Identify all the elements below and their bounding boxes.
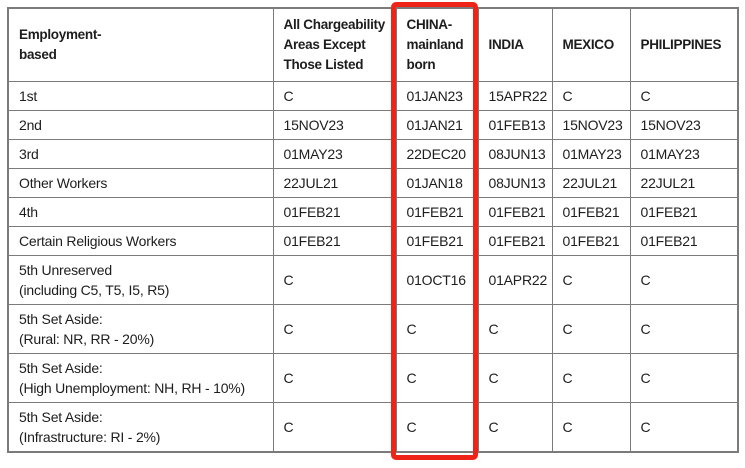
date-cell: 15APR22 bbox=[477, 81, 553, 111]
final-action-dates-table: Employment- based All Chargeability Area… bbox=[7, 7, 739, 453]
table-row: Certain Religious Workers 01FEB21 01FEB2… bbox=[7, 226, 739, 256]
date-cell: C bbox=[551, 304, 631, 354]
table-row: 5th Set Aside: (Rural: NR, RR - 20%) C C… bbox=[7, 304, 739, 354]
table-row: 4th 01FEB21 01FEB21 01FEB21 01FEB21 01FE… bbox=[7, 197, 739, 227]
date-cell: 01MAY23 bbox=[551, 139, 631, 169]
table-row: Other Workers 22JUL21 01JAN18 08JUN13 22… bbox=[7, 168, 739, 198]
col-header-all-chargeability: All Chargeability Areas Except Those Lis… bbox=[272, 7, 397, 82]
date-cell: 08JUN13 bbox=[477, 168, 553, 198]
table-row: 5th Set Aside: (High Unemployment: NH, R… bbox=[7, 353, 739, 403]
date-cell: 15NOV23 bbox=[551, 110, 631, 140]
date-cell: 01FEB21 bbox=[395, 197, 479, 227]
row-category-cell: 3rd bbox=[7, 139, 274, 169]
date-cell: 01JAN21 bbox=[395, 110, 479, 140]
date-cell: C bbox=[629, 353, 739, 403]
date-cell: C bbox=[272, 402, 397, 453]
date-cell: C bbox=[395, 304, 479, 354]
date-cell: 15NOV23 bbox=[629, 110, 739, 140]
date-cell: 01FEB21 bbox=[629, 197, 739, 227]
date-cell: 01FEB13 bbox=[477, 110, 553, 140]
date-cell: 01MAY23 bbox=[272, 139, 397, 169]
date-cell: C bbox=[629, 304, 739, 354]
table-row: 1st C 01JAN23 15APR22 C C bbox=[7, 81, 739, 111]
date-cell: 15NOV23 bbox=[272, 110, 397, 140]
date-cell: C bbox=[272, 81, 397, 111]
date-cell: C bbox=[551, 81, 631, 111]
date-cell: 01OCT16 bbox=[395, 255, 479, 305]
date-cell: C bbox=[395, 402, 479, 453]
date-cell: C bbox=[629, 255, 739, 305]
col-header-philippines: PHILIPPINES bbox=[629, 7, 739, 82]
col-header-mexico: MEXICO bbox=[551, 7, 631, 82]
table-row: 3rd 01MAY23 22DEC20 08JUN13 01MAY23 01MA… bbox=[7, 139, 739, 169]
row-category-cell: Other Workers bbox=[7, 168, 274, 198]
date-cell: 01FEB21 bbox=[395, 226, 479, 256]
date-cell: 22DEC20 bbox=[395, 139, 479, 169]
date-cell: 01FEB21 bbox=[272, 197, 397, 227]
row-category-cell: 1st bbox=[7, 81, 274, 111]
date-cell: C bbox=[551, 402, 631, 453]
date-cell: 01JAN18 bbox=[395, 168, 479, 198]
date-cell: 01FEB21 bbox=[551, 197, 631, 227]
date-cell: 08JUN13 bbox=[477, 139, 553, 169]
table-row: 5th Set Aside: (Infrastructure: RI - 2%)… bbox=[7, 402, 739, 453]
col-header-india: INDIA bbox=[477, 7, 553, 82]
col-header-employment-based: Employment- based bbox=[7, 7, 274, 82]
date-cell: 01FEB21 bbox=[272, 226, 397, 256]
table-row: 2nd 15NOV23 01JAN21 01FEB13 15NOV23 15NO… bbox=[7, 110, 739, 140]
row-category-cell: 4th bbox=[7, 197, 274, 227]
date-cell: C bbox=[395, 353, 479, 403]
date-cell: 01FEB21 bbox=[551, 226, 631, 256]
row-category-cell: 5th Set Aside: (High Unemployment: NH, R… bbox=[7, 353, 274, 403]
date-cell: 22JUL21 bbox=[551, 168, 631, 198]
date-cell: C bbox=[551, 353, 631, 403]
date-cell: C bbox=[477, 304, 553, 354]
date-cell: 01APR22 bbox=[477, 255, 553, 305]
date-cell: C bbox=[272, 255, 397, 305]
date-cell: C bbox=[272, 353, 397, 403]
date-cell: C bbox=[272, 304, 397, 354]
table-row: 5th Unreserved (including C5, T5, I5, R5… bbox=[7, 255, 739, 305]
date-cell: 22JUL21 bbox=[629, 168, 739, 198]
row-category-cell: 5th Unreserved (including C5, T5, I5, R5… bbox=[7, 255, 274, 305]
date-cell: 01MAY23 bbox=[629, 139, 739, 169]
row-category-cell: 5th Set Aside: (Rural: NR, RR - 20%) bbox=[7, 304, 274, 354]
table-body: 1st C 01JAN23 15APR22 C C 2nd 15NOV23 01… bbox=[7, 81, 739, 453]
date-cell: C bbox=[551, 255, 631, 305]
col-header-china-mainland-born: CHINA- mainland born bbox=[395, 7, 479, 82]
date-cell: C bbox=[477, 402, 553, 453]
row-category-cell: 5th Set Aside: (Infrastructure: RI - 2%) bbox=[7, 402, 274, 453]
row-category-cell: Certain Religious Workers bbox=[7, 226, 274, 256]
row-category-cell: 2nd bbox=[7, 110, 274, 140]
date-cell: C bbox=[477, 353, 553, 403]
date-cell: 01FEB21 bbox=[477, 197, 553, 227]
date-cell: 01FEB21 bbox=[477, 226, 553, 256]
date-cell: C bbox=[629, 81, 739, 111]
date-cell: 01FEB21 bbox=[629, 226, 739, 256]
date-cell: 22JUL21 bbox=[272, 168, 397, 198]
date-cell: 01JAN23 bbox=[395, 81, 479, 111]
date-cell: C bbox=[629, 402, 739, 453]
table-header-row: Employment- based All Chargeability Area… bbox=[7, 7, 739, 82]
